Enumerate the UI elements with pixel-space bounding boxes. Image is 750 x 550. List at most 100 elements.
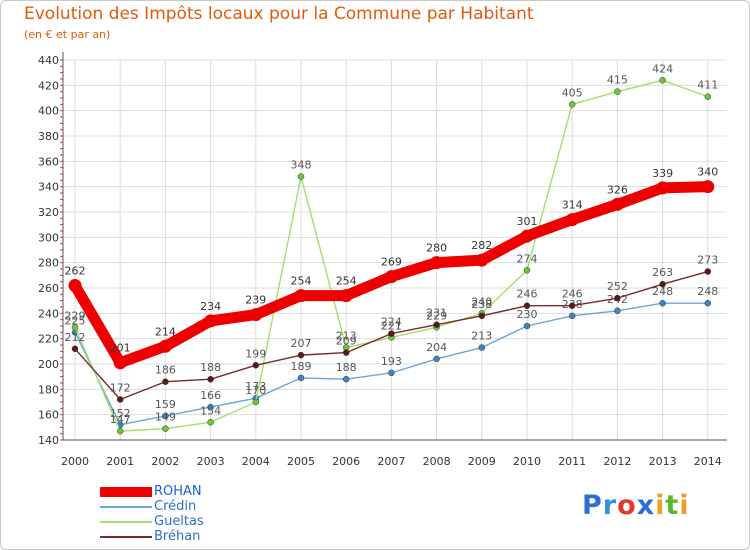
y-tick-label: 280 — [38, 257, 59, 270]
chart-title: Evolution des Impôts locaux pour la Comm… — [24, 4, 534, 24]
legend-label-brehan: Bréhan — [154, 529, 201, 544]
logo-letter: P — [582, 490, 603, 521]
data-point-gueltas — [614, 88, 621, 95]
data-point-rohan — [520, 229, 534, 243]
x-tick-label: 2011 — [558, 455, 586, 468]
data-label-brehan: 207 — [291, 337, 312, 350]
data-label-brehan: 246 — [562, 288, 583, 301]
data-label-credin: 225 — [65, 314, 86, 327]
data-point-credin — [388, 369, 395, 377]
legend-swatch-credin — [100, 506, 152, 508]
data-label-brehan: 199 — [245, 347, 266, 360]
data-label-rohan: 280 — [426, 242, 447, 255]
logo-letter: i — [655, 490, 666, 521]
proxiti-logo: Proxiti — [582, 490, 690, 521]
data-point-brehan — [659, 280, 666, 288]
data-point-rohan — [204, 314, 218, 328]
y-tick-label: 420 — [38, 79, 59, 92]
data-point-brehan — [388, 330, 395, 337]
y-tick-label: 200 — [38, 358, 59, 371]
data-point-brehan — [252, 362, 260, 369]
data-label-credin: 188 — [336, 361, 357, 374]
data-point-credin — [659, 299, 666, 307]
x-tick-label: 2002 — [151, 455, 179, 468]
data-point-credin — [568, 312, 576, 320]
x-tick-label: 2001 — [106, 455, 134, 468]
data-label-credin: 166 — [200, 389, 221, 402]
data-label-credin: 152 — [110, 407, 131, 420]
legend-label-gueltas: Gueltas — [154, 514, 204, 529]
y-tick-label: 240 — [38, 307, 59, 320]
data-point-rohan — [430, 256, 444, 270]
data-label-credin: 173 — [245, 380, 266, 393]
data-point-brehan — [116, 396, 124, 403]
data-point-credin — [433, 355, 440, 363]
data-point-rohan — [158, 339, 172, 353]
data-label-rohan: 262 — [65, 264, 86, 277]
data-point-brehan — [297, 351, 305, 359]
data-label-gueltas: 154 — [200, 404, 221, 417]
data-point-credin — [342, 375, 350, 383]
x-tick-label: 2005 — [287, 455, 315, 468]
data-point-credin — [162, 412, 169, 420]
data-label-brehan: 252 — [607, 280, 628, 293]
data-label-brehan: 186 — [155, 364, 176, 377]
data-label-credin: 193 — [381, 355, 402, 368]
data-label-rohan: 239 — [245, 294, 266, 307]
data-point-gueltas — [207, 419, 214, 426]
data-label-rohan: 254 — [336, 275, 357, 288]
data-label-rohan: 214 — [155, 325, 176, 338]
data-point-rohan — [294, 289, 308, 303]
data-label-gueltas: 147 — [110, 413, 131, 426]
data-point-gueltas — [162, 425, 169, 432]
data-point-gueltas — [297, 173, 305, 180]
data-label-brehan: 238 — [471, 298, 492, 311]
data-point-brehan — [342, 349, 350, 356]
legend-swatch-brehan — [100, 536, 152, 538]
x-tick-label: 2010 — [513, 455, 541, 468]
data-point-brehan — [71, 345, 79, 353]
data-label-gueltas: 229 — [426, 309, 447, 322]
data-point-gueltas — [704, 93, 712, 100]
data-point-rohan — [113, 356, 127, 370]
data-label-credin: 159 — [155, 398, 176, 411]
data-point-brehan — [523, 302, 531, 309]
data-point-rohan — [656, 181, 670, 195]
x-tick-label: 2008 — [423, 455, 451, 468]
data-point-brehan — [704, 268, 712, 275]
data-point-brehan — [162, 378, 169, 385]
data-label-gueltas: 348 — [291, 159, 312, 172]
y-tick-label: 300 — [38, 231, 59, 244]
data-point-brehan — [478, 312, 486, 320]
logo-letter: i — [679, 490, 690, 521]
logo-letter: r — [602, 490, 618, 521]
data-label-gueltas: 424 — [652, 62, 673, 75]
data-label-rohan: 201 — [110, 342, 131, 355]
data-label-rohan: 282 — [471, 239, 492, 252]
data-point-credin — [523, 322, 531, 330]
data-point-rohan — [701, 180, 715, 194]
data-label-gueltas: 213 — [336, 330, 357, 343]
data-point-gueltas — [523, 267, 531, 274]
data-label-gueltas: 229 — [65, 309, 86, 322]
data-label-credin: 230 — [517, 308, 538, 321]
data-point-credin — [207, 403, 214, 411]
data-label-gueltas: 221 — [381, 319, 402, 332]
logo-letter: t — [665, 490, 680, 521]
y-tick-label: 260 — [38, 282, 59, 295]
x-tick-label: 2003 — [197, 455, 225, 468]
data-label-brehan: 224 — [381, 316, 402, 329]
data-label-brehan: 209 — [336, 335, 357, 348]
data-point-rohan — [475, 253, 489, 267]
data-label-brehan: 188 — [200, 361, 221, 374]
logo-letter: o — [617, 490, 637, 521]
data-point-brehan — [207, 375, 214, 383]
data-label-brehan: 273 — [697, 254, 718, 267]
data-label-brehan: 231 — [426, 307, 447, 320]
x-tick-label: 2000 — [61, 455, 89, 468]
data-point-rohan — [68, 278, 82, 292]
data-label-credin: 213 — [471, 330, 492, 343]
legend-item-brehan: Bréhan — [100, 530, 200, 544]
legend-item-gueltas: Gueltas — [100, 515, 204, 529]
data-label-gueltas: 415 — [607, 74, 628, 87]
